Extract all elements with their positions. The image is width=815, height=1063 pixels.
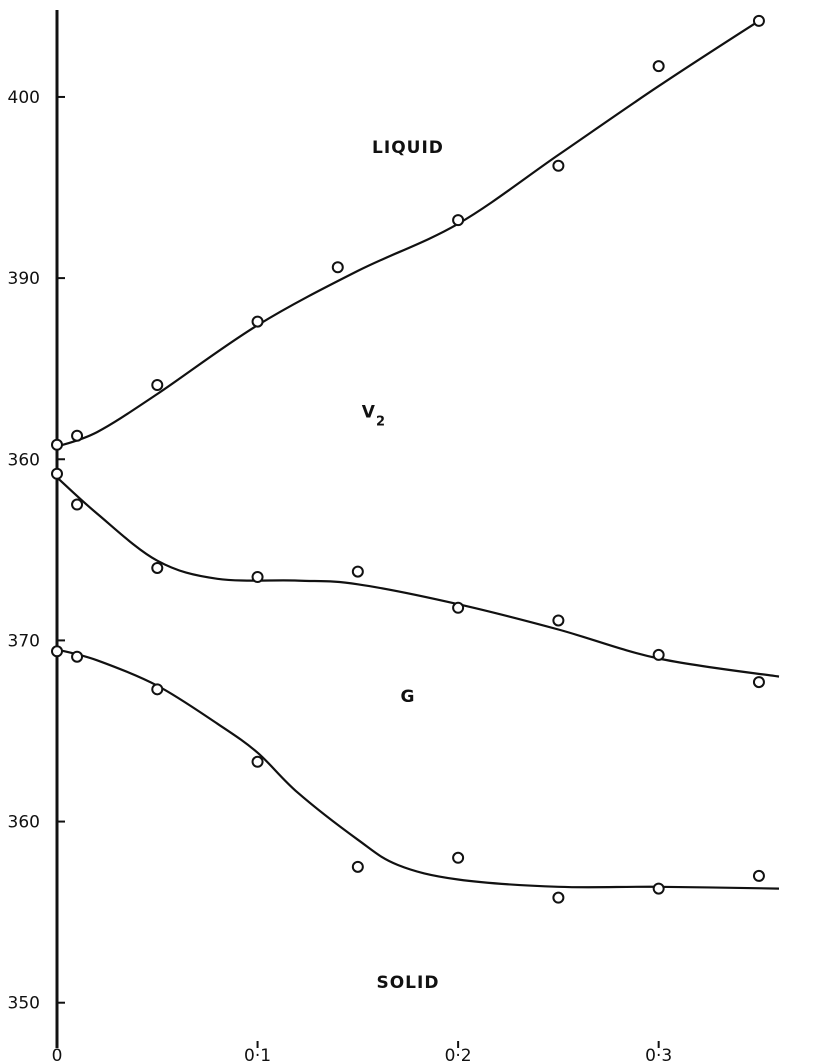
point-lower — [452, 851, 465, 864]
point-lower — [51, 645, 63, 658]
point-lower — [351, 860, 364, 873]
point-upper — [51, 438, 63, 451]
point-middle — [452, 601, 465, 614]
region-label-solid: SOLID — [376, 973, 439, 993]
y-tick-label: 400 — [8, 88, 40, 108]
point-lower — [752, 869, 765, 882]
y-axis-ticks: 350 360 370 360 390 400 — [8, 88, 65, 1014]
point-upper — [752, 14, 765, 27]
point-middle — [251, 571, 264, 584]
data-points — [51, 14, 765, 904]
point-lower — [71, 650, 84, 663]
point-middle — [552, 614, 565, 627]
x-tick-label: 0·2 — [445, 1046, 472, 1063]
point-middle — [71, 498, 84, 511]
y-tick-label: 390 — [8, 269, 40, 289]
point-lower — [652, 882, 665, 895]
point-lower — [251, 755, 264, 768]
point-upper — [331, 261, 344, 274]
point-middle — [752, 676, 765, 689]
x-tick-label: 0 — [52, 1046, 63, 1063]
y-tick-label: 350 — [8, 994, 40, 1014]
point-lower — [552, 891, 565, 904]
point-upper — [652, 60, 665, 73]
region-labels: LIQUID V2 G SOLID — [362, 138, 444, 993]
point-upper — [71, 429, 84, 442]
region-label-v2: V2 — [362, 403, 386, 430]
y-tick-label: 370 — [8, 631, 40, 651]
point-middle — [652, 648, 665, 661]
y-tick-label: 360 — [8, 813, 40, 833]
curve-middle — [56, 476, 780, 678]
y-tick-label: 360 — [8, 450, 40, 470]
point-middle — [151, 561, 164, 574]
x-tick-label: 0·1 — [244, 1046, 271, 1063]
point-middle — [51, 467, 63, 480]
region-label-g: G — [400, 687, 415, 707]
point-upper — [452, 214, 465, 227]
x-tick-label: 0·3 — [645, 1046, 672, 1063]
point-upper — [251, 315, 264, 328]
curve-lower — [56, 648, 780, 890]
point-middle — [351, 565, 364, 578]
curve-upper — [56, 19, 760, 448]
point-upper — [151, 378, 164, 391]
x-axis-ticks: 0 0·1 0·2 0·3 — [52, 1041, 672, 1063]
point-lower — [151, 683, 164, 696]
region-label-liquid: LIQUID — [372, 138, 444, 158]
point-upper — [552, 159, 565, 172]
